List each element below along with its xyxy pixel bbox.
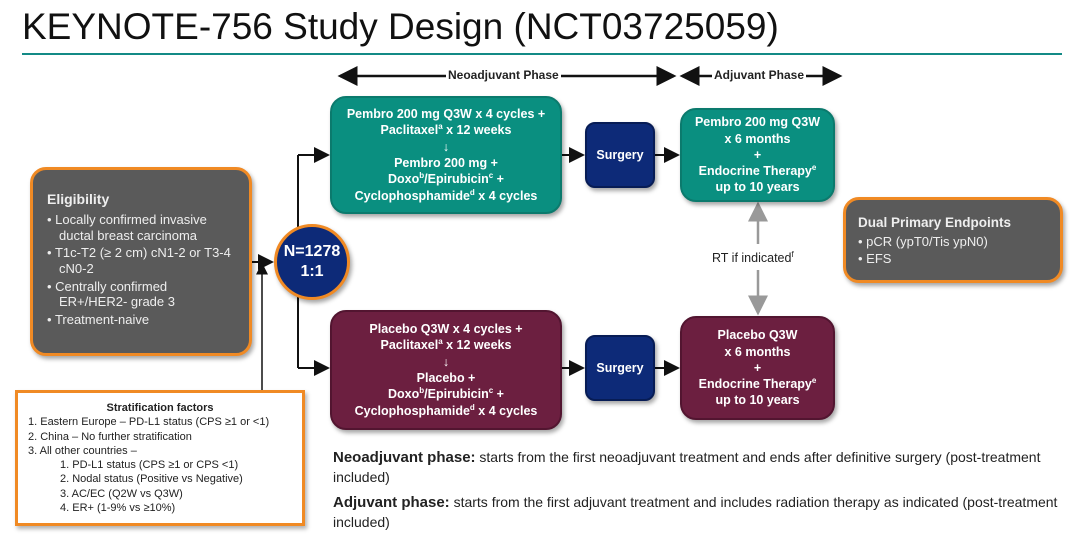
pembro-neoadjuvant-box: Pembro 200 mg Q3W x 4 cycles + Paclitaxe… — [330, 96, 562, 214]
regimen-line: Pembro 200 mg Q3W — [694, 115, 821, 130]
regimen-line: Paclitaxela x 12 weeks — [380, 122, 512, 138]
regimen-line: Placebo Q3W x 4 cycles + — [369, 322, 523, 337]
sample-size: N=1278 — [283, 243, 341, 260]
stratification-subitem: 1. PD-L1 status (CPS ≥1 or CPS <1) — [60, 459, 239, 472]
regimen-line: Endocrine Therapye — [698, 376, 817, 392]
stratification-item: 1. Eastern Europe – PD-L1 status (CPS ≥1… — [28, 416, 270, 429]
regimen-line: up to 10 years — [715, 393, 800, 408]
placebo-neoadjuvant-box: Placebo Q3W x 4 cycles + Paclitaxela x 1… — [330, 310, 562, 430]
eligibility-item: T1c-T2 (≥ 2 cm) cN1-2 or T3-4 cN0-2 — [47, 245, 235, 276]
endpoint-item: pCR (ypT0/Tis ypN0) — [858, 234, 1048, 250]
endpoints-heading: Dual Primary Endpoints — [858, 215, 1012, 230]
adjuvant-phase-label: Adjuvant Phase — [712, 68, 807, 82]
regimen-line: up to 10 years — [715, 180, 800, 195]
stratification-item: 3. All other countries – — [28, 444, 137, 457]
eligibility-item: Centrally confirmed ER+/HER2- grade 3 — [47, 279, 235, 310]
page-title: KEYNOTE-756 Study Design (NCT03725059) — [22, 6, 779, 47]
stratification-subitem: 4. ER+ (1-9% vs ≥10%) — [60, 502, 176, 515]
regimen-line: Cyclophosphamided x 4 cycles — [354, 402, 538, 418]
adjuvant-phase-note: Adjuvant phase: starts from the first ad… — [333, 494, 1058, 531]
randomization-circle: N=1278 1:1 — [274, 224, 350, 300]
plus-sign: + — [753, 360, 762, 375]
pembro-adjuvant-box: Pembro 200 mg Q3W x 6 months + Endocrine… — [680, 108, 835, 202]
neoadjuvant-phase-label: Neoadjuvant Phase — [446, 68, 561, 82]
regimen-line: x 6 months — [724, 131, 791, 146]
regimen-line: Placebo + — [416, 370, 476, 385]
placebo-adjuvant-box: Placebo Q3W x 6 months + Endocrine Thera… — [680, 316, 835, 420]
stratification-subitem: 2. Nodal status (Positive vs Negative) — [60, 473, 243, 486]
pembro-surgery-box: Surgery — [585, 122, 655, 188]
placebo-surgery-box: Surgery — [585, 335, 655, 401]
regimen-line: Cyclophosphamided x 4 cycles — [354, 187, 538, 203]
title-divider — [22, 53, 1062, 55]
endpoint-item: EFS — [858, 251, 1048, 267]
regimen-line: x 6 months — [724, 344, 791, 359]
regimen-line: Placebo Q3W — [717, 328, 798, 343]
randomization-ratio: 1:1 — [300, 263, 324, 280]
eligibility-item: Locally confirmed invasive ductal breast… — [47, 212, 235, 243]
stratification-item: 2. China – No further stratification — [28, 430, 192, 443]
regimen-line: Paclitaxela x 12 weeks — [380, 337, 512, 353]
regimen-line: Endocrine Therapye — [698, 163, 817, 179]
neoadjuvant-phase-note: Neoadjuvant phase: starts from the first… — [333, 449, 1041, 486]
regimen-line: Doxob/Epirubicinc + — [388, 386, 504, 402]
stratification-box: Stratification factors 1. Eastern Europe… — [15, 390, 305, 526]
regimen-line: Pembro 200 mg Q3W x 4 cycles + — [346, 107, 546, 122]
stratification-subitem: 3. AC/EC (Q2W vs Q3W) — [60, 487, 183, 500]
eligibility-box: Eligibility Locally confirmed invasive d… — [30, 167, 252, 356]
rt-label: RT if indicatedf — [712, 250, 794, 266]
stratification-heading: Stratification factors — [106, 402, 214, 414]
regimen-line: Pembro 200 mg + — [394, 155, 498, 170]
regimen-line: Doxob/Epirubicinc + — [388, 171, 504, 187]
endpoints-box: Dual Primary Endpoints pCR (ypT0/Tis ypN… — [843, 197, 1063, 283]
down-arrow-icon: ↓ — [442, 139, 450, 154]
plus-sign: + — [753, 147, 762, 162]
eligibility-heading: Eligibility — [47, 191, 110, 207]
down-arrow-icon: ↓ — [442, 354, 450, 369]
eligibility-item: Treatment-naive — [47, 312, 235, 328]
